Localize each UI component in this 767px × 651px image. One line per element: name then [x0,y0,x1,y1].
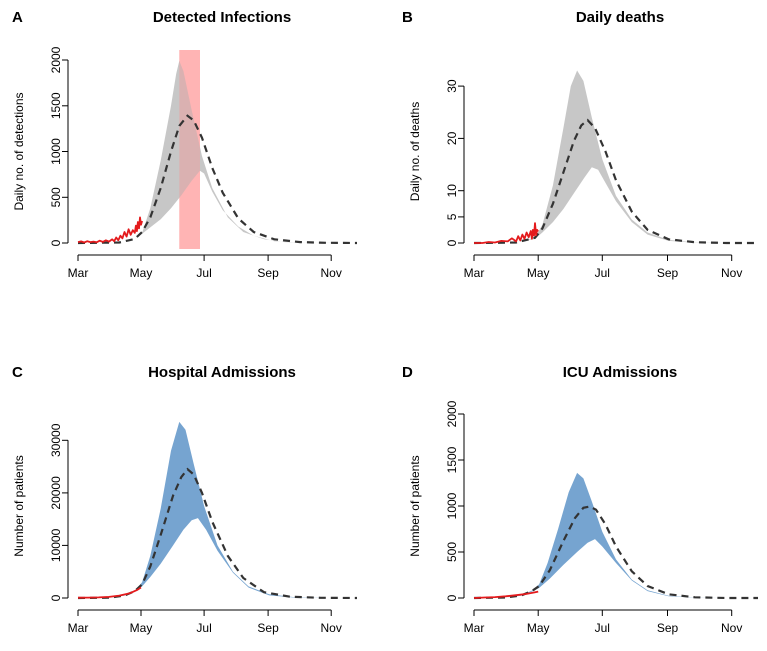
chart-title: ICU Admissions [563,364,677,381]
y-tick-label: 10000 [49,528,63,562]
x-tick-label: Mar [464,266,485,280]
x-tick-label: Jul [595,266,610,280]
chart-title: Daily deaths [576,9,664,26]
y-axis-label: Number of patients [408,455,422,556]
y-tick-label: 1500 [49,92,63,119]
median-line [473,118,758,245]
y-tick-label: 5 [445,213,459,220]
y-tick-label: 0 [49,239,63,246]
x-tick-label: May [130,266,153,280]
y-tick-label: 30000 [49,423,63,457]
x-tick-label: Nov [721,621,742,635]
y-tick-label: 20 [445,131,459,145]
panel-d: D ICU Admissions Number of patients 0 500 100… [402,364,758,635]
y-tick-label: 0 [445,239,459,246]
y-tick-label: 2000 [445,400,459,427]
y-tick-label: 1000 [49,138,63,165]
y-tick-label: 2000 [49,46,63,73]
median-line [77,114,358,245]
x-tick-label: Jul [196,621,211,635]
y-tick-label: 1000 [445,492,459,519]
panel-a: A Detected Infections Daily no. of detecti… [12,9,358,280]
observed-line [77,216,143,244]
uncertainty-band [474,70,727,243]
x-tick-label: Nov [721,266,742,280]
chart-title: Hospital Admissions [148,364,296,381]
panel-letter: B [402,9,413,26]
x-tick-label: May [130,621,153,635]
y-tick-label: 500 [445,542,459,562]
panel-b: B Daily deaths Daily no. of deaths 0 5 10 20 30… [402,9,758,280]
x-tick-label: Jul [595,621,610,635]
x-tick-label: Sep [657,621,679,635]
y-tick-label: 0 [445,594,459,601]
panel-c: C Hospital Admissions Number of patients 0 1… [12,364,358,635]
x-tick-label: Sep [257,266,279,280]
y-tick-label: 30 [445,79,459,93]
x-tick-label: Sep [657,266,679,280]
x-tick-label: Mar [464,621,485,635]
y-tick-label: 20000 [49,476,63,510]
y-tick-label: 10 [445,184,459,198]
x-tick-label: May [527,621,550,635]
panel-letter: D [402,364,413,381]
x-tick-label: Nov [321,621,342,635]
observed-line [474,222,539,244]
x-tick-label: Mar [68,266,89,280]
uncertainty-band [78,60,337,244]
y-axis-label: Daily no. of deaths [408,102,422,201]
x-tick-label: Nov [321,266,342,280]
median-line [77,467,358,600]
y-tick-label: 500 [49,187,63,207]
x-tick-label: Sep [257,621,279,635]
y-axis-label: Daily no. of detections [12,92,26,210]
panel-letter: A [12,9,23,26]
y-tick-label: 0 [49,594,63,601]
y-axis-label: Number of patients [12,455,26,556]
y-tick-label: 1500 [445,446,459,473]
x-tick-label: May [527,266,550,280]
x-tick-label: Jul [196,266,211,280]
median-line [473,505,758,600]
uncertainty-band [474,472,727,598]
observed-line [77,586,142,599]
chart-title: Detected Infections [153,9,291,26]
observed-line [473,590,539,599]
panel-letter: C [12,364,23,381]
peak-window-overlay [179,50,200,249]
x-tick-label: Mar [68,621,89,635]
uncertainty-band [78,421,326,598]
